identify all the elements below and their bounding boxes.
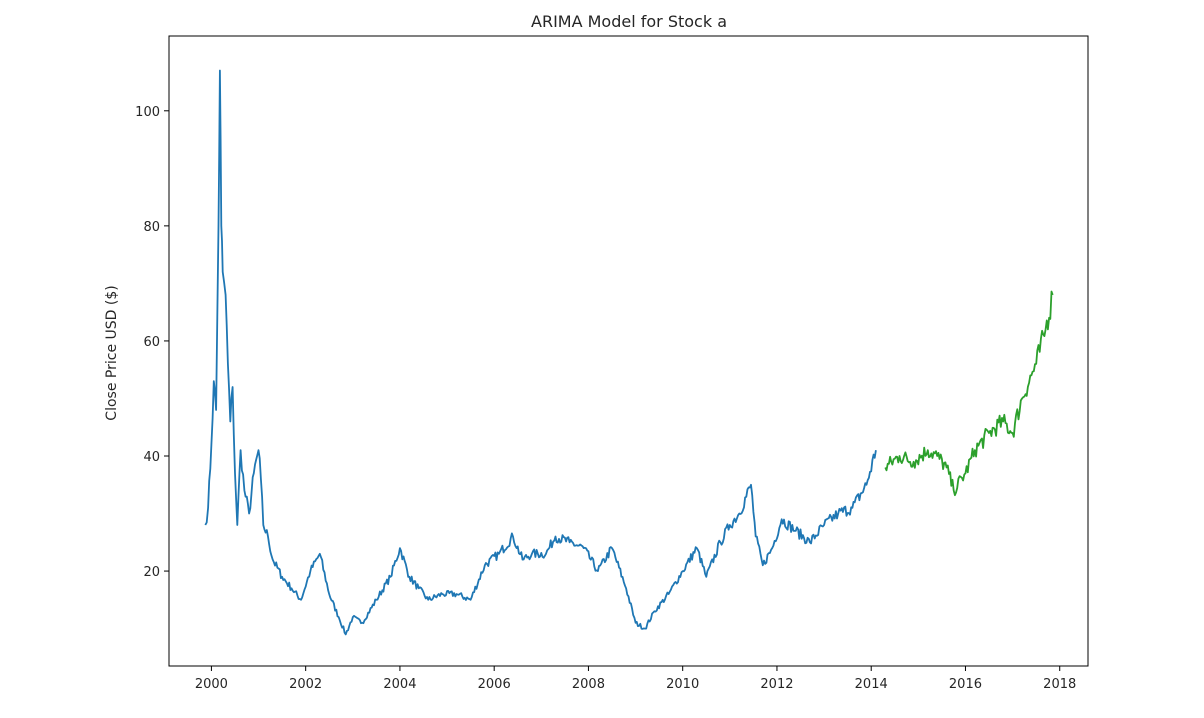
- y-axis: 20 40 60 80 100: [135, 105, 169, 580]
- x-tick-label: 2018: [1043, 677, 1076, 692]
- x-tick-label: 2002: [289, 677, 322, 692]
- y-tick-label: 60: [143, 335, 160, 350]
- x-tick-label: 2012: [760, 677, 793, 692]
- y-tick-label: 100: [135, 105, 160, 120]
- x-tick-label: 2010: [666, 677, 699, 692]
- y-tick-label: 40: [143, 450, 160, 465]
- x-tick-label: 2008: [572, 677, 605, 692]
- y-tick-label: 20: [143, 565, 160, 580]
- x-tick-label: 2016: [949, 677, 982, 692]
- chart-title: ARIMA Model for Stock a: [531, 12, 727, 31]
- x-tick-label: 2004: [383, 677, 416, 692]
- y-axis-label: Close Price USD ($): [104, 285, 120, 420]
- y-tick-label: 80: [143, 220, 160, 235]
- series-line-historical: [204, 69, 877, 636]
- x-tick-label: 2014: [855, 677, 888, 692]
- series-line-forecast: [884, 290, 1054, 497]
- x-axis: 2000 2002 2004 2006 2008 2010 2012 2014 2016 2018: [195, 666, 1076, 692]
- plot-area-frame: [168, 35, 1089, 667]
- x-tick-label: 2006: [478, 677, 511, 692]
- x-tick-label: 2000: [195, 677, 228, 692]
- series-group: [204, 69, 1054, 636]
